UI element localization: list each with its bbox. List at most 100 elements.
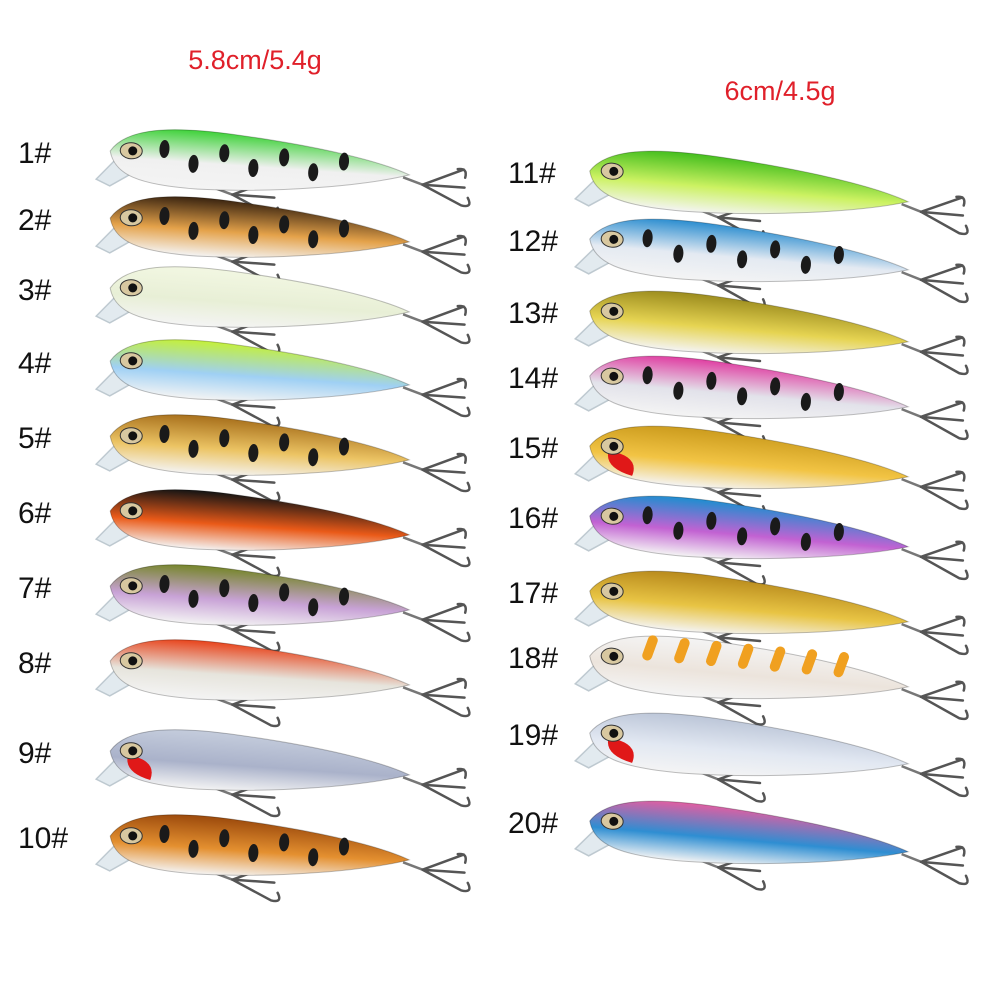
lure-body: [589, 712, 910, 777]
hook: [919, 400, 969, 441]
hook: [421, 234, 471, 275]
pupil: [609, 234, 619, 244]
hook-ring: [402, 611, 424, 621]
spot: [800, 392, 811, 411]
spot: [248, 444, 259, 463]
lure: [94, 266, 471, 355]
hook-ring: [901, 477, 922, 488]
hook: [421, 527, 471, 568]
hook: [919, 757, 969, 798]
lure-body: [109, 489, 411, 551]
spot: [338, 837, 350, 856]
hook: [421, 677, 471, 718]
lure-body: [589, 800, 910, 865]
lure-body: [589, 150, 910, 215]
spot: [188, 589, 199, 608]
spot: [800, 255, 811, 274]
spot: [159, 575, 170, 594]
spot: [673, 521, 684, 540]
hook-ring: [901, 270, 922, 281]
hook-ring: [402, 313, 424, 323]
hook: [919, 845, 969, 886]
bar-mark: [642, 635, 658, 661]
lure: [573, 150, 969, 241]
spot: [159, 425, 170, 444]
lure-label: 5#: [18, 422, 52, 455]
spot: [219, 144, 230, 163]
bar-mark: [769, 646, 786, 672]
spot: [248, 594, 259, 613]
spot: [770, 517, 781, 536]
lure-body: [109, 814, 411, 876]
spot: [642, 229, 653, 248]
pupil: [128, 746, 138, 756]
pupil: [128, 506, 138, 516]
spot: [219, 211, 230, 230]
spot: [308, 163, 319, 182]
spot: [737, 387, 748, 406]
lure-body: [589, 635, 910, 700]
lure: [94, 814, 471, 903]
hook: [919, 335, 969, 376]
gill: [607, 737, 634, 763]
lure-label: 16#: [508, 502, 558, 535]
hook-ring: [901, 764, 922, 775]
hook-ring: [901, 202, 922, 213]
spot: [188, 839, 199, 858]
lure-body: [589, 355, 910, 420]
lure: [94, 196, 471, 285]
hook-ring: [901, 407, 922, 418]
lure-label: 3#: [18, 274, 52, 307]
pupil: [609, 166, 619, 176]
spot: [706, 234, 717, 253]
spot: [737, 527, 748, 546]
spot: [188, 439, 199, 458]
spot: [248, 844, 259, 863]
pupil: [128, 581, 138, 591]
pupil: [128, 213, 138, 223]
hook-ring: [402, 386, 424, 396]
spot: [338, 152, 350, 171]
hook: [919, 615, 969, 656]
lure: [573, 355, 969, 446]
lure-label: 8#: [18, 647, 52, 680]
lure-label: 10#: [18, 822, 68, 855]
spot: [279, 583, 290, 602]
spot: [219, 579, 230, 598]
hook-ring: [402, 861, 424, 871]
spot: [219, 829, 230, 848]
pupil: [128, 283, 138, 293]
lure: [573, 218, 969, 309]
pupil: [609, 371, 619, 381]
pupil: [128, 356, 138, 366]
spot: [800, 532, 811, 551]
spot: [642, 506, 653, 525]
hook-ring: [402, 536, 424, 546]
lure-body: [109, 564, 411, 626]
pupil: [609, 306, 619, 316]
spot: [279, 215, 290, 234]
spot: [279, 433, 290, 452]
lure-body: [589, 425, 910, 490]
hook-ring: [402, 176, 424, 186]
spot: [308, 230, 319, 249]
lure-body: [109, 729, 411, 791]
lure: [94, 339, 471, 428]
pupil: [128, 831, 138, 841]
spot: [833, 523, 844, 541]
spot: [159, 825, 170, 844]
spot: [673, 244, 684, 263]
lure-label: 13#: [508, 297, 558, 330]
hook-ring: [901, 547, 922, 558]
lure: [573, 712, 969, 803]
hook-ring: [901, 852, 922, 863]
lure-label: 15#: [508, 432, 558, 465]
lure-label: 1#: [18, 137, 52, 170]
bar-mark: [833, 652, 850, 678]
lure-label: 20#: [508, 807, 558, 840]
hook: [421, 767, 471, 808]
spot: [737, 250, 748, 269]
hook: [919, 263, 969, 304]
hook-ring: [901, 342, 922, 353]
